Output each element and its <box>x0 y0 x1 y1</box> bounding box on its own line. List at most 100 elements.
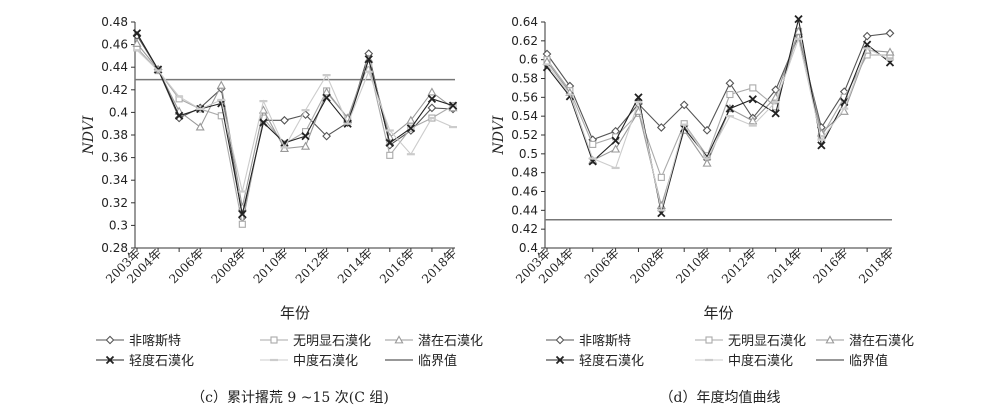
legend-label: 非喀斯特 <box>129 333 181 349</box>
legend-item: 轻度石漠化 <box>96 353 194 369</box>
data-point <box>406 115 416 124</box>
data-point <box>656 123 666 132</box>
data-point <box>427 87 437 96</box>
legend-marker <box>555 355 565 365</box>
data-point <box>216 80 226 89</box>
y-tick-label: 0.46 <box>101 38 128 52</box>
legend-label: 临界值 <box>418 353 457 369</box>
data-point <box>885 47 895 56</box>
data-point <box>448 101 458 110</box>
series-line <box>546 29 890 179</box>
x-tick-label: 2012年 <box>719 246 759 286</box>
legend-item: 中度石漠化 <box>695 353 793 369</box>
data-point <box>174 111 184 120</box>
legend-item: 中度石漠化 <box>260 353 358 369</box>
data-point <box>301 131 310 141</box>
y-tick-label: 0.54 <box>511 109 538 123</box>
x-tick-label: 2010年 <box>673 246 713 286</box>
x-tick-label: 2018年 <box>419 246 459 286</box>
data-point <box>364 55 373 64</box>
data-point <box>322 87 332 96</box>
y-tick-label: 0.42 <box>511 222 538 236</box>
y-tick-label: 0.56 <box>511 90 538 104</box>
legend-marker <box>105 335 115 345</box>
legend-label: 潜在石漠化 <box>849 334 914 349</box>
legend-marker <box>270 336 278 344</box>
y-tick-label: 0.3 <box>109 218 128 232</box>
y-tick-label: 0.4 <box>519 241 538 255</box>
y-tick-label: 0.38 <box>101 128 128 142</box>
data-point <box>748 95 757 104</box>
data-point <box>174 113 184 123</box>
data-point <box>702 158 712 167</box>
chart-panel-d: 0.4 0.42 0.44 0.46 0.48 0.5 0.52 0.54 0.56 0.58 0.… <box>491 15 914 406</box>
x-tick-label: 2018年 <box>856 246 896 286</box>
data-point <box>725 104 735 113</box>
data-point <box>749 84 757 92</box>
data-point <box>702 125 712 135</box>
data-point <box>217 112 225 120</box>
x-axis-label: 年份 <box>280 304 310 322</box>
x-tick-label: 2010年 <box>251 246 291 286</box>
data-point <box>748 116 758 125</box>
data-point <box>611 144 621 153</box>
y-tick-label: 0.64 <box>511 15 538 29</box>
legend-label: 非喀斯特 <box>579 333 631 349</box>
data-point <box>427 94 437 103</box>
y-tick-label: 0.48 <box>511 166 538 180</box>
y-tick-label: 0.52 <box>511 128 538 142</box>
data-point <box>132 29 142 38</box>
data-point <box>885 28 895 38</box>
data-point <box>238 209 247 219</box>
data-point <box>726 90 734 99</box>
data-point <box>794 15 803 24</box>
data-point <box>611 136 620 145</box>
y-axis-label: NDVI <box>81 115 97 155</box>
y-tick-label: 0.44 <box>101 60 128 74</box>
legend-item: 临界值 <box>816 353 888 369</box>
y-tick-label: 0.48 <box>101 15 128 29</box>
legend-label: 无明显石漠化 <box>293 334 371 349</box>
data-point <box>679 100 689 110</box>
legend-label: 轻度石漠化 <box>579 353 644 369</box>
data-point <box>238 220 246 228</box>
data-point <box>657 173 665 181</box>
x-tick-label: 2008年 <box>208 246 248 286</box>
legend-item: 非喀斯特 <box>546 333 631 349</box>
data-point <box>259 118 268 127</box>
y-tick-label: 0.32 <box>101 196 128 210</box>
y-tick-label: 0.4 <box>109 105 128 119</box>
data-point <box>195 122 205 131</box>
legend-label: 临界值 <box>849 353 888 369</box>
legend-item: 无明显石漠化 <box>695 334 806 349</box>
series-line <box>136 35 454 218</box>
legend-item: 无明显石漠化 <box>260 334 371 349</box>
data-point <box>153 65 163 74</box>
y-tick-label: 0.58 <box>511 72 538 86</box>
data-point <box>280 138 289 148</box>
series-line <box>136 43 454 208</box>
x-tick-label: 2016年 <box>810 246 850 286</box>
data-point <box>132 38 142 47</box>
y-axis-label: NDVI <box>491 115 507 155</box>
data-point <box>862 31 872 41</box>
x-axis-label: 年份 <box>703 304 733 322</box>
panel-caption: （c）累计撂荒 9 ~15 次(C 组) <box>191 390 389 406</box>
y-tick-label: 0.6 <box>519 53 538 67</box>
data-point <box>406 124 416 133</box>
data-point <box>259 114 267 122</box>
series-line <box>136 49 454 192</box>
y-tick-label: 0.44 <box>511 203 538 217</box>
x-tick-label: 2014年 <box>335 246 375 286</box>
x-tick-label: 2006年 <box>166 246 206 286</box>
data-point <box>840 93 848 101</box>
data-point <box>322 93 331 102</box>
y-tick-label: 0.36 <box>101 151 128 165</box>
x-tick-label: 2014年 <box>765 246 805 286</box>
legend-marker <box>105 355 115 365</box>
series-line <box>546 32 891 141</box>
series-line <box>546 37 891 211</box>
data-point <box>280 115 289 125</box>
data-point <box>772 103 780 111</box>
